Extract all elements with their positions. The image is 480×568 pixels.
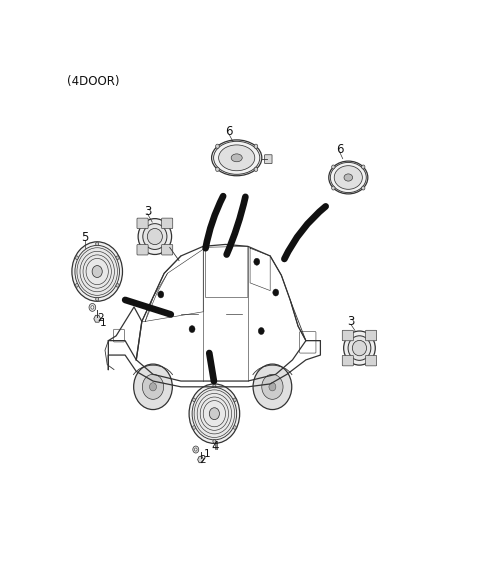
Ellipse shape [147,228,162,245]
Ellipse shape [329,161,368,194]
Circle shape [192,398,195,402]
Circle shape [75,283,78,287]
Circle shape [258,328,264,335]
Ellipse shape [218,145,255,171]
Circle shape [209,408,219,420]
Circle shape [216,167,219,172]
Circle shape [75,245,120,298]
Circle shape [216,144,219,148]
Circle shape [192,387,237,440]
Circle shape [96,298,99,301]
Ellipse shape [348,336,371,360]
Text: 4: 4 [211,440,219,453]
FancyBboxPatch shape [342,330,353,341]
Circle shape [361,186,365,190]
FancyBboxPatch shape [137,218,148,228]
Text: 2: 2 [199,455,205,465]
FancyBboxPatch shape [365,330,377,341]
FancyBboxPatch shape [162,218,173,228]
Polygon shape [94,315,100,322]
Circle shape [273,289,279,296]
Circle shape [233,398,236,402]
Circle shape [253,364,292,410]
Circle shape [116,283,119,287]
Text: 6: 6 [226,125,233,138]
Text: 6: 6 [336,143,344,156]
Circle shape [262,374,283,399]
Ellipse shape [212,140,262,176]
Circle shape [254,144,258,148]
Circle shape [133,364,172,410]
Circle shape [189,384,240,444]
Ellipse shape [344,331,375,365]
Ellipse shape [344,174,353,181]
Circle shape [92,266,102,278]
Text: 3: 3 [144,204,151,218]
Circle shape [269,383,276,391]
Circle shape [233,426,236,429]
Ellipse shape [138,219,172,254]
Text: 1: 1 [204,449,211,460]
Text: 3: 3 [347,315,355,328]
Circle shape [143,374,164,399]
Ellipse shape [352,340,367,356]
FancyBboxPatch shape [264,154,272,164]
Circle shape [192,426,195,429]
Circle shape [193,446,199,453]
Circle shape [332,165,335,169]
FancyBboxPatch shape [342,356,353,366]
Circle shape [332,186,335,190]
Circle shape [194,448,197,451]
Circle shape [213,384,216,388]
Text: (4DOOR): (4DOOR) [67,75,120,87]
Circle shape [254,167,258,172]
Circle shape [91,306,94,309]
FancyBboxPatch shape [162,244,173,255]
Circle shape [89,303,96,311]
FancyBboxPatch shape [365,356,377,366]
Ellipse shape [334,166,362,189]
Circle shape [75,256,78,260]
Circle shape [72,242,122,301]
Circle shape [96,242,99,245]
Circle shape [158,291,164,298]
Circle shape [189,325,195,333]
Text: 1: 1 [100,318,107,328]
Text: 5: 5 [82,231,89,244]
Circle shape [254,258,260,265]
Circle shape [361,165,365,169]
Circle shape [116,256,119,260]
Circle shape [149,383,156,391]
Ellipse shape [143,224,167,249]
Polygon shape [198,457,204,462]
FancyBboxPatch shape [137,244,148,255]
Text: 2: 2 [97,313,104,323]
Circle shape [213,440,216,443]
Ellipse shape [231,154,242,162]
